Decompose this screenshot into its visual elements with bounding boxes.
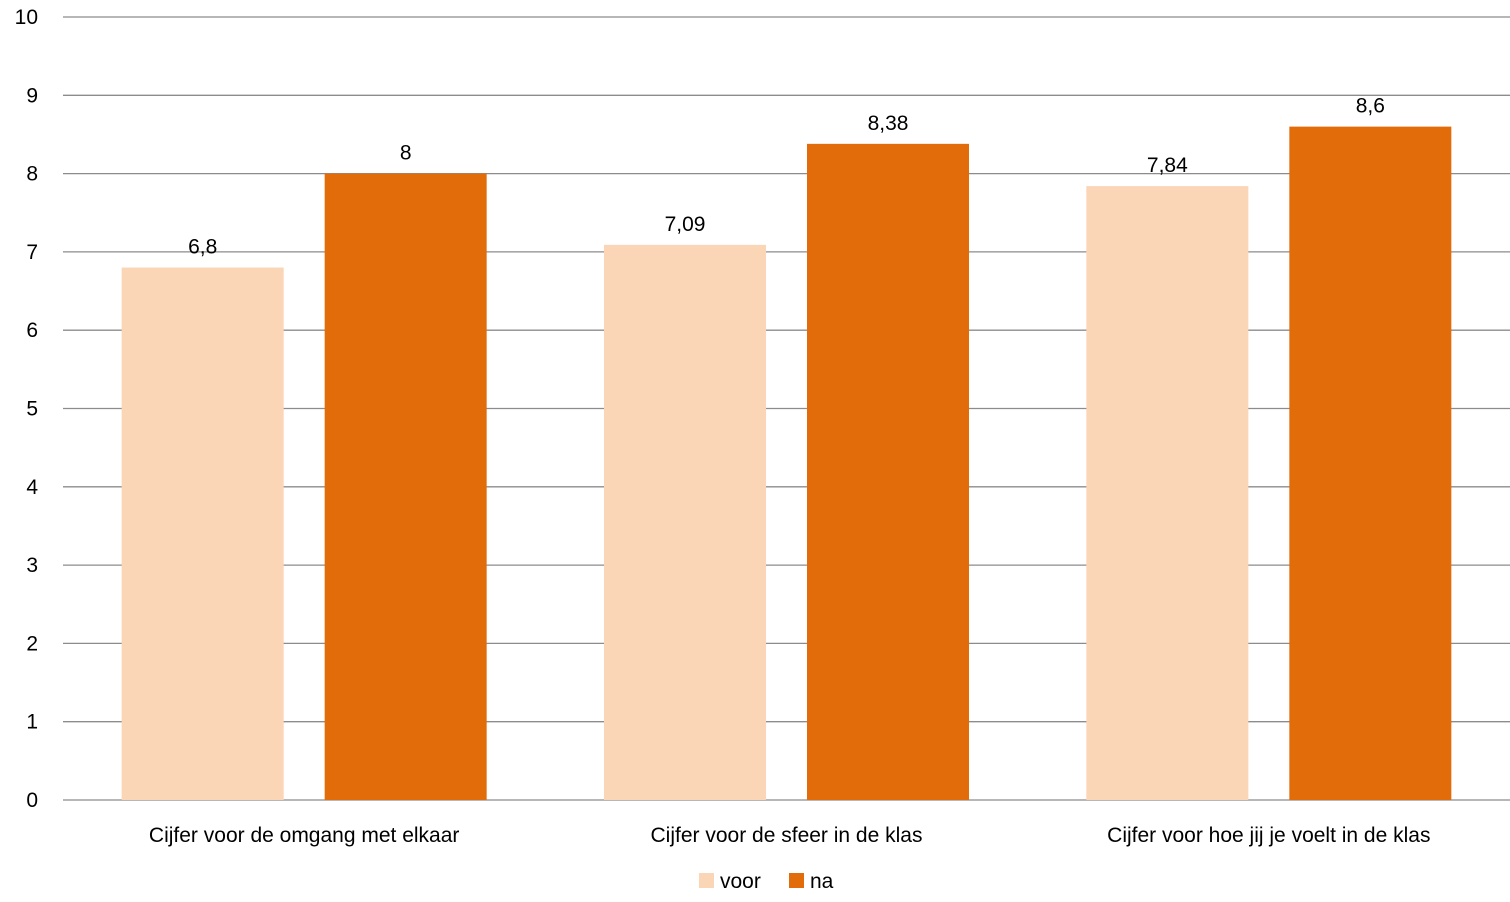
- y-tick-label: 1: [26, 711, 38, 734]
- y-tick-label: 7: [26, 241, 38, 264]
- legend-swatch-na: [789, 873, 804, 888]
- data-label: 6,8: [188, 236, 217, 259]
- data-label: 8,6: [1356, 95, 1385, 118]
- y-axis-ticks: 0 1 2 3 4 5 6 7 8 9 10: [15, 6, 39, 812]
- y-tick-label: 4: [26, 476, 38, 499]
- data-label: 8: [400, 142, 412, 165]
- legend-swatch-voor: [699, 873, 714, 888]
- data-label: 7,09: [665, 213, 706, 236]
- legend-label-na: na: [810, 870, 834, 893]
- bar-na: [324, 173, 487, 801]
- y-tick-label: 3: [26, 554, 38, 577]
- data-labels: 6,8 8 7,09 8,38 7,84 8,6: [188, 95, 1385, 259]
- y-tick-label: 5: [26, 398, 38, 421]
- gridlines: [63, 16, 1510, 801]
- bar-voor: [604, 244, 766, 800]
- bar-na: [1289, 126, 1452, 801]
- y-tick-label: 8: [26, 163, 38, 186]
- x-category-label: Cijfer voor hoe jij je voelt in de klas: [1107, 824, 1430, 847]
- legend: voor na: [699, 870, 834, 893]
- bar-na: [807, 143, 969, 800]
- bars: [121, 126, 1452, 801]
- bar-voor: [1086, 186, 1249, 801]
- x-category-label: Cijfer voor de omgang met elkaar: [149, 824, 459, 847]
- y-tick-label: 9: [26, 84, 38, 107]
- data-label: 8,38: [868, 112, 909, 135]
- data-label: 7,84: [1147, 154, 1188, 177]
- bar-voor: [121, 267, 284, 800]
- legend-label-voor: voor: [720, 870, 761, 893]
- y-tick-label: 0: [26, 789, 38, 812]
- x-axis-categories: Cijfer voor de omgang met elkaar Cijfer v…: [149, 824, 1431, 847]
- y-tick-label: 2: [26, 632, 38, 655]
- x-category-label: Cijfer voor de sfeer in de klas: [651, 824, 923, 847]
- y-tick-label: 10: [15, 6, 38, 29]
- y-tick-label: 6: [26, 319, 38, 342]
